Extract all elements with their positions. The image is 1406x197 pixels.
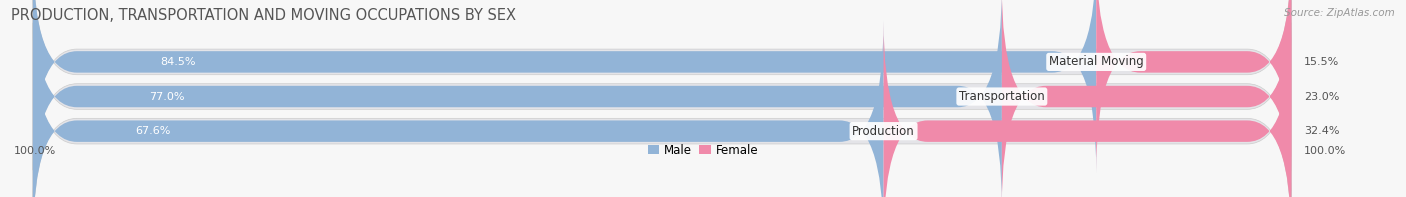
- FancyBboxPatch shape: [1002, 0, 1291, 197]
- Text: 100.0%: 100.0%: [1303, 146, 1346, 156]
- FancyBboxPatch shape: [32, 0, 1291, 170]
- FancyBboxPatch shape: [883, 21, 1291, 197]
- Text: 32.4%: 32.4%: [1303, 126, 1340, 136]
- Text: PRODUCTION, TRANSPORTATION AND MOVING OCCUPATIONS BY SEX: PRODUCTION, TRANSPORTATION AND MOVING OC…: [11, 8, 516, 23]
- FancyBboxPatch shape: [32, 0, 1002, 197]
- FancyBboxPatch shape: [32, 23, 1291, 197]
- FancyBboxPatch shape: [32, 0, 1291, 197]
- FancyBboxPatch shape: [32, 0, 1097, 172]
- Text: 67.6%: 67.6%: [135, 126, 170, 136]
- Text: Transportation: Transportation: [959, 90, 1045, 103]
- Text: Production: Production: [852, 125, 915, 138]
- Legend: Male, Female: Male, Female: [643, 139, 763, 162]
- Text: 15.5%: 15.5%: [1303, 57, 1339, 67]
- Text: 77.0%: 77.0%: [149, 92, 184, 101]
- Text: 23.0%: 23.0%: [1303, 92, 1340, 101]
- Text: Material Moving: Material Moving: [1049, 55, 1143, 68]
- Text: 84.5%: 84.5%: [160, 57, 195, 67]
- Text: Source: ZipAtlas.com: Source: ZipAtlas.com: [1284, 8, 1395, 18]
- Text: 100.0%: 100.0%: [14, 146, 56, 156]
- FancyBboxPatch shape: [1097, 0, 1291, 172]
- FancyBboxPatch shape: [32, 21, 883, 197]
